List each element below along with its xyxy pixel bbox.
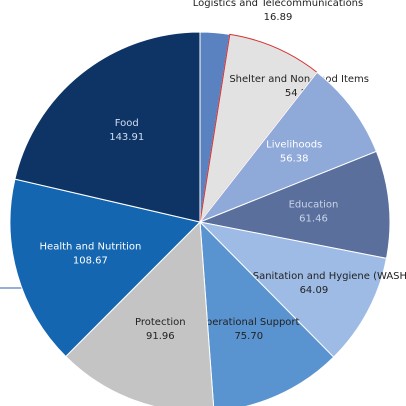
pie-slice (198, 150, 391, 259)
slice-value: 143.91 (109, 132, 144, 143)
slice-value: 16.89 (264, 12, 293, 23)
pie-slice (199, 33, 318, 224)
slice-label: Food (115, 118, 139, 129)
slice-label: Livelihoods (266, 139, 322, 150)
slice-label: Logistics and Telecommunications (193, 0, 363, 9)
pie-slice (14, 31, 201, 223)
slice-label: Water, Sanitation and Hygiene (WASH) (217, 271, 406, 282)
slice-label: Education (289, 199, 339, 210)
slice-label: Health and Nutrition (40, 241, 142, 252)
pie-slice (198, 221, 388, 358)
slice-label: Operational Support (198, 317, 299, 328)
pie-slice (9, 178, 201, 358)
pie-slice (65, 220, 215, 406)
slice-value: 54.24 (285, 88, 314, 99)
slice-value: 61.46 (299, 213, 328, 224)
pie-slice (198, 71, 378, 224)
slice-value: 64.09 (300, 285, 329, 296)
slice-value: 91.96 (146, 331, 175, 342)
slice-value: 56.38 (280, 153, 309, 164)
slice-label: Protection (135, 317, 186, 328)
slice-value: 75.70 (234, 331, 263, 342)
slice-value: 108.67 (73, 255, 108, 266)
slice-label: Shelter and Non-Food Items (229, 74, 369, 85)
pie-slice (199, 220, 335, 406)
